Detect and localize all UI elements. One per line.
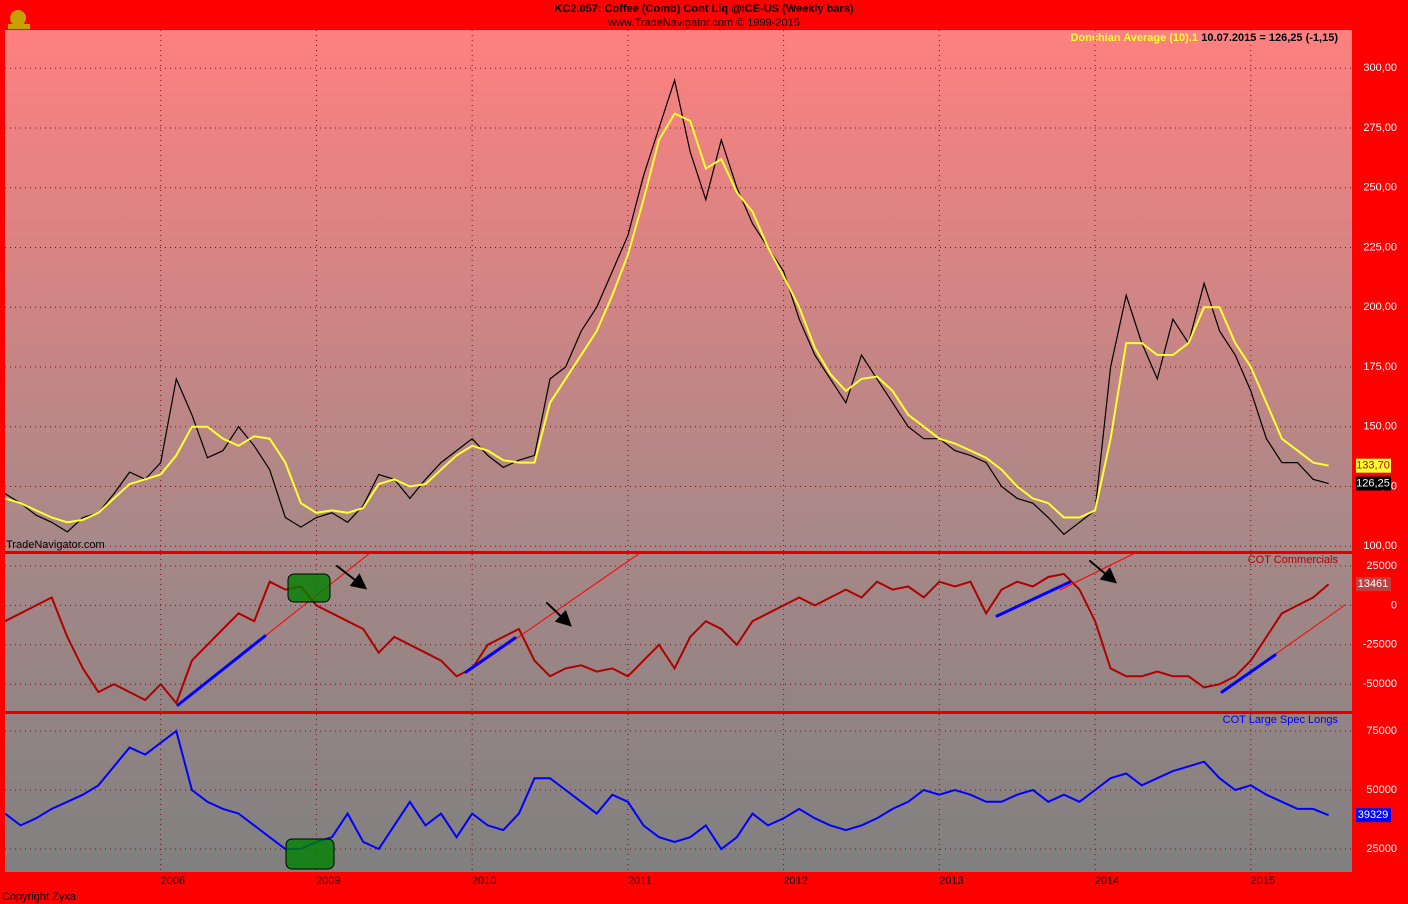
legend-entry: Donchian Average (10).1 bbox=[1070, 32, 1198, 44]
series-line bbox=[4, 729, 1329, 851]
y-tick-label: 25000 bbox=[1366, 843, 1397, 855]
x-tick-label: 2008 bbox=[160, 875, 184, 887]
y-tick-label: 100,00 bbox=[1363, 540, 1397, 552]
logo bbox=[8, 10, 30, 29]
y-tick-label: 275,00 bbox=[1363, 122, 1397, 134]
x-tick-label: 2015 bbox=[1251, 875, 1275, 887]
y-tick-label: 175,00 bbox=[1363, 361, 1397, 373]
y-tick-label: 250,00 bbox=[1363, 182, 1397, 194]
x-tick-label: 2013 bbox=[939, 875, 963, 887]
last-value-box bbox=[1356, 476, 1391, 491]
panel-separator bbox=[5, 551, 1352, 554]
trend-line bbox=[464, 636, 517, 674]
x-tick-label: 2010 bbox=[472, 875, 496, 887]
last-value-label: 13461 bbox=[1358, 578, 1389, 590]
last-value-box bbox=[1356, 808, 1391, 823]
y-tick-label: -50000 bbox=[1363, 678, 1397, 690]
arrow bbox=[1089, 560, 1118, 584]
footer: Copyright Zyxa bbox=[2, 891, 77, 903]
x-tick-label: 2012 bbox=[783, 875, 807, 887]
y-tick-label: 50000 bbox=[1366, 784, 1397, 796]
legend-entry: COT Large Spec Longs bbox=[1223, 714, 1339, 726]
y-tick-label: 200,00 bbox=[1363, 301, 1397, 313]
last-value-box bbox=[1356, 458, 1391, 473]
last-value-label: 126,25 bbox=[1356, 477, 1390, 489]
x-tick-label: 2009 bbox=[316, 875, 340, 887]
panel-separator bbox=[5, 711, 1352, 714]
plot-area bbox=[5, 30, 1352, 872]
arrow bbox=[336, 565, 368, 590]
x-tick-label: 2011 bbox=[628, 875, 652, 887]
y-tick-label: -25000 bbox=[1363, 639, 1397, 651]
highlight-box bbox=[285, 838, 335, 870]
annotations bbox=[176, 552, 1346, 870]
last-value-label: 133,70 bbox=[1356, 460, 1390, 472]
chart-subtitle: www.TradeNavigator.com © 1999-2015 bbox=[607, 17, 800, 29]
series-line bbox=[4, 112, 1329, 524]
trend-line bbox=[995, 580, 1072, 618]
series-line bbox=[4, 572, 1330, 706]
last-value-label: 39329 bbox=[1358, 809, 1389, 821]
highlight-box bbox=[287, 573, 331, 603]
y-tick-label: 300,00 bbox=[1363, 62, 1397, 74]
series-line bbox=[4, 77, 1329, 536]
legend-entry: COT Commercials bbox=[1248, 554, 1339, 566]
y-tick-label: 75000 bbox=[1366, 725, 1397, 737]
x-tick-label: 2014 bbox=[1095, 875, 1119, 887]
y-tick-label: 25000 bbox=[1366, 560, 1397, 572]
arrow bbox=[546, 602, 572, 627]
last-value-box bbox=[1356, 577, 1391, 592]
trend-line bbox=[1220, 653, 1277, 694]
chart-title: KC2.057: Coffee (Comb) Cont Liq @ICE-US … bbox=[554, 3, 853, 15]
y-tick-label: 0 bbox=[1391, 599, 1397, 611]
watermark: TradeNavigator.com bbox=[6, 539, 105, 551]
y-tick-label: 225,00 bbox=[1363, 241, 1397, 253]
last-value-note: 10.07.2015 = 126,25 (-1,15) bbox=[1201, 32, 1338, 44]
y-tick-label: 150,00 bbox=[1363, 421, 1397, 433]
trend-line bbox=[176, 634, 267, 707]
trend-line bbox=[1059, 552, 1136, 591]
